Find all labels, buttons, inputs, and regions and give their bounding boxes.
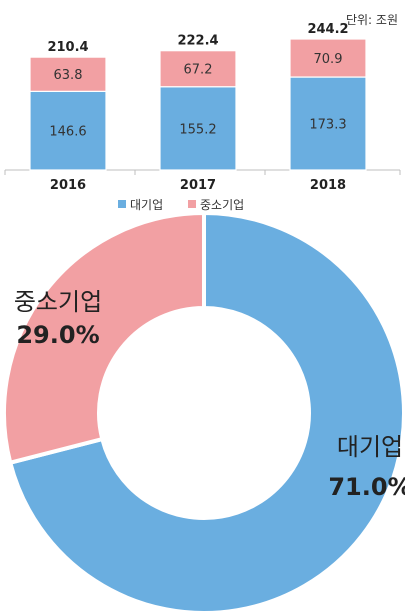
bar-segment — [29, 90, 107, 171]
legend: 대기업 중소기업 — [118, 198, 244, 212]
slice-name-label: 중소기업 — [14, 288, 102, 316]
stacked-bar-chart: 146.6 63.8 210.4 2016 155.2 67.2 222.4 2017 173.… — [4, 22, 401, 193]
bar-value-label: 67.2 — [184, 63, 213, 78]
bar-segment — [29, 56, 107, 92]
bar-segment — [289, 38, 367, 78]
donut-slice — [7, 210, 405, 615]
donut-slice — [2, 210, 206, 466]
bar-value-label: 155.2 — [179, 122, 216, 137]
bar-value-label: 63.8 — [54, 68, 83, 83]
legend-swatch — [118, 200, 126, 208]
bar-value-label: 173.3 — [309, 118, 346, 133]
slice-name-label: 대기업 — [337, 433, 403, 461]
bar-total-label: 222.4 — [177, 34, 218, 49]
donut-chart: 대기업 71.0% 중소기업 29.0% — [2, 210, 405, 615]
bar-value-label: 70.9 — [314, 52, 343, 67]
bar-total-label: 210.4 — [47, 40, 88, 55]
legend-swatch — [188, 200, 196, 208]
legend-label: 중소기업 — [200, 198, 244, 212]
bar-segment — [159, 50, 237, 88]
bar-value-label: 146.6 — [49, 125, 86, 140]
x-tick-label: 2017 — [180, 178, 216, 193]
x-tick-label: 2018 — [310, 178, 346, 193]
x-tick-label: 2016 — [50, 178, 86, 193]
unit-label: 단위: 조원 — [346, 13, 398, 27]
slice-percent-label: 71.0% — [328, 473, 405, 501]
legend-label: 대기업 — [130, 198, 163, 212]
bar-total-label: 244.2 — [307, 22, 348, 37]
slice-percent-label: 29.0% — [16, 321, 99, 349]
